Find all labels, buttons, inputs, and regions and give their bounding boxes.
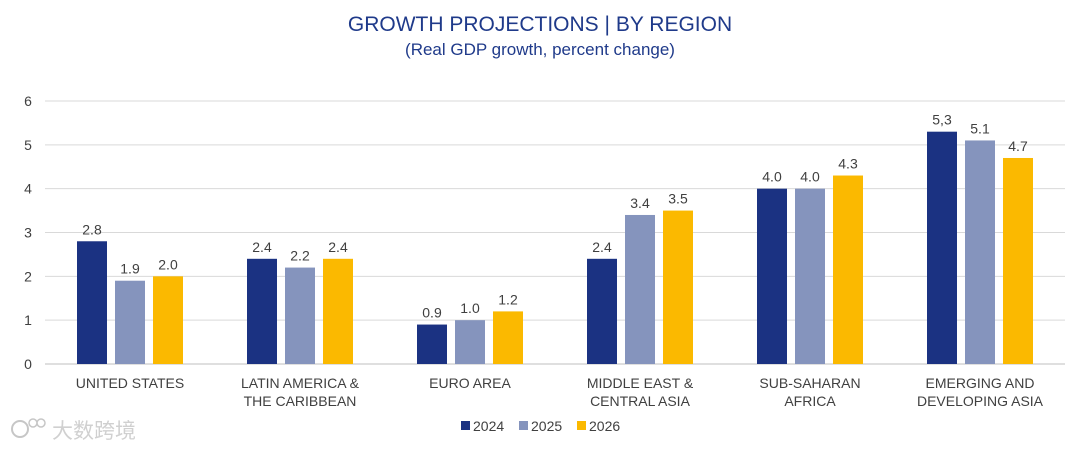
x-tick-label: EURO AREA (429, 375, 511, 391)
x-tick-label: MIDDLE EAST & (587, 375, 694, 391)
bar-2025 (965, 140, 995, 364)
data-label: 4.0 (800, 169, 820, 185)
data-label: 2.4 (328, 239, 348, 255)
bar-2026 (153, 276, 183, 364)
bar-2025 (115, 280, 145, 364)
bar-2025 (625, 214, 655, 364)
y-tick-label: 3 (24, 225, 32, 241)
y-tick-label: 4 (24, 181, 32, 197)
y-tick-label: 6 (24, 93, 32, 109)
data-label: 1.0 (460, 300, 480, 316)
data-label: 2.2 (290, 248, 310, 264)
legend-label: 2024 (473, 418, 504, 434)
data-label: 2.4 (252, 239, 272, 255)
bar-2024 (927, 131, 957, 364)
chart-subtitle: (Real GDP growth, percent change) (405, 40, 675, 59)
watermark-text: 大数跨境 (52, 420, 136, 443)
bar-2025 (285, 267, 315, 364)
data-label: 3.5 (668, 191, 688, 207)
bar-2024 (757, 188, 787, 364)
x-tick-label: THE CARIBBEAN (244, 393, 357, 409)
data-label: 2.4 (592, 239, 612, 255)
data-label: 4.3 (838, 156, 858, 172)
data-label: 5,3 (932, 112, 952, 128)
y-tick-label: 1 (24, 312, 32, 328)
data-label: 3.4 (630, 195, 650, 211)
y-tick-label: 0 (24, 356, 32, 372)
bar-2024 (417, 324, 447, 364)
data-label: 1.2 (498, 291, 518, 307)
y-tick-label: 5 (24, 137, 32, 153)
x-tick-label: EMERGING AND (926, 375, 1035, 391)
data-label: 0.9 (422, 305, 442, 321)
bar-2025 (795, 188, 825, 364)
data-label: 1.9 (120, 261, 140, 277)
x-tick-label: SUB-SAHARAN (759, 375, 860, 391)
data-label: 5.1 (970, 120, 990, 136)
bar-2026 (663, 210, 693, 364)
bar-2025 (455, 320, 485, 364)
watermark-logo: 大数跨境 (11, 418, 136, 443)
bar-2024 (77, 241, 107, 364)
data-label: 4.7 (1008, 138, 1028, 154)
legend-swatch-2026 (577, 421, 586, 430)
x-tick-label: LATIN AMERICA & (241, 375, 360, 391)
x-tick-label: UNITED STATES (76, 375, 184, 391)
data-label: 4.0 (762, 169, 782, 185)
bar-2026 (323, 258, 353, 364)
bar-2026 (493, 311, 523, 364)
bar-2026 (1003, 157, 1033, 364)
bar-2026 (833, 175, 863, 364)
chart-title: GROWTH PROJECTIONS | BY REGION (348, 13, 732, 36)
legend-label: 2025 (531, 418, 562, 434)
bar-2024 (587, 258, 617, 364)
x-tick-label: CENTRAL ASIA (590, 393, 691, 409)
x-tick-label: AFRICA (784, 393, 836, 409)
legend-swatch-2025 (519, 421, 528, 430)
legend-label: 2026 (589, 418, 620, 434)
legend-swatch-2024 (461, 421, 470, 430)
bar-2024 (247, 258, 277, 364)
y-tick-label: 2 (24, 268, 32, 284)
data-label: 2.8 (82, 221, 102, 237)
x-tick-label: DEVELOPING ASIA (917, 393, 1044, 409)
data-label: 2.0 (158, 256, 178, 272)
